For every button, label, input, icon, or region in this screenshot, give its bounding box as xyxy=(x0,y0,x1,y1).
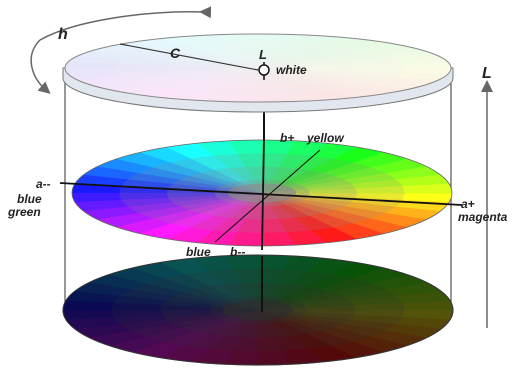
hue-arrow-upper xyxy=(39,6,212,41)
bottom-color-disk xyxy=(62,254,454,366)
chroma-label: C xyxy=(170,45,181,61)
lightness-axis-label: L xyxy=(482,65,492,82)
chroma-line xyxy=(119,43,259,71)
white-label: white xyxy=(276,63,307,77)
hue-arrow-lower xyxy=(30,39,51,94)
white-point-marker xyxy=(258,64,270,76)
top-color-disk xyxy=(62,33,454,113)
blue-green-label-line1: blue xyxy=(17,192,42,206)
blue-green-label-line2: green xyxy=(7,205,41,219)
bottom-disk-center xyxy=(222,300,294,320)
hue-label: h xyxy=(58,26,68,43)
blue-label: blue xyxy=(186,245,211,259)
a-minus-label: a-- xyxy=(36,177,51,191)
top-disk-center xyxy=(223,61,293,75)
a-axis-line xyxy=(59,182,463,206)
middle-disk-center xyxy=(227,183,297,203)
lightness-top-label: L xyxy=(259,47,267,62)
diagonal-axis-line xyxy=(214,149,321,243)
magenta-label: magenta xyxy=(458,210,508,224)
yellow-label: yellow xyxy=(306,131,344,145)
b-plus-label: b+ xyxy=(280,131,294,145)
b-axis-line xyxy=(261,136,265,251)
a-plus-label: a+ xyxy=(461,197,475,211)
hue-rotation-arrow xyxy=(30,6,212,94)
b-minus-label: b-- xyxy=(230,245,245,259)
